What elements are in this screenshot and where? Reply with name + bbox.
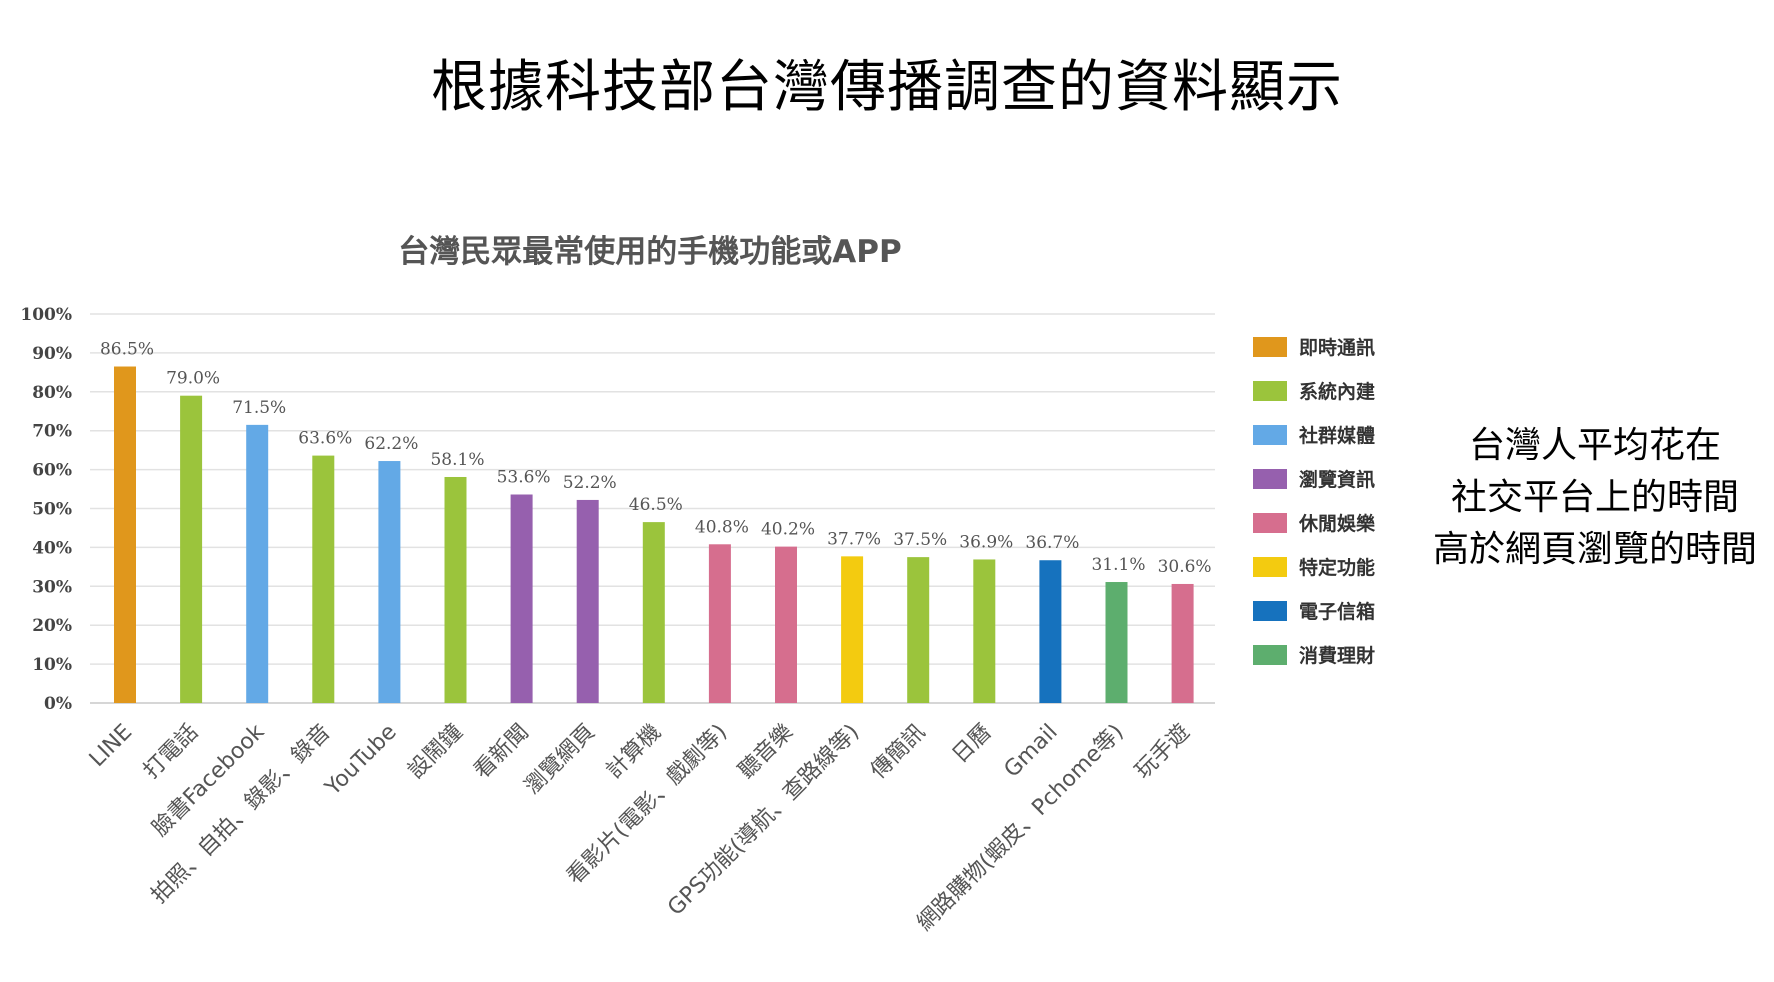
x-tick-label: 玩手遊 [1130, 720, 1194, 784]
x-tick-label: 日曆 [948, 720, 997, 769]
data-label: 58.1% [430, 450, 484, 470]
x-tick-label: 設鬧鐘 [403, 720, 467, 784]
bar [1039, 560, 1062, 703]
legend-swatch [1253, 381, 1287, 401]
legend-label: 系統內建 [1299, 380, 1375, 403]
chart-title: 台灣民眾最常使用的手機功能或APP [398, 234, 901, 270]
y-tick-label: 20% [32, 616, 72, 636]
data-label: 46.5% [629, 495, 683, 515]
side-note: 台灣人平均花在 社交平台上的時間 高於網頁瀏覽的時間 [1415, 420, 1774, 576]
data-label: 53.6% [497, 467, 551, 487]
legend-label: 休閒娛樂 [1298, 512, 1376, 535]
x-tick-label: 傳簡訊 [866, 720, 930, 784]
data-label: 40.8% [695, 517, 749, 537]
x-tick-label: 聽音樂 [734, 720, 798, 784]
x-tick-label: YouTube [320, 720, 402, 802]
legend-swatch [1253, 601, 1287, 621]
y-tick-label: 10% [32, 655, 72, 675]
data-label: 40.2% [761, 520, 815, 540]
y-tick-label: 0% [44, 694, 72, 714]
legend-label: 特定功能 [1299, 556, 1375, 579]
y-tick-label: 60% [32, 461, 72, 481]
data-label: 37.5% [893, 530, 947, 550]
slide-title: 根據科技部台灣傳播調查的資料顯示 [431, 55, 1343, 120]
x-tick-label: 臉書Facebook [148, 719, 270, 841]
data-label: 63.6% [298, 429, 352, 449]
legend-swatch [1253, 337, 1287, 357]
bar [708, 544, 731, 703]
bar [907, 557, 930, 703]
y-tick-label: 40% [32, 538, 72, 558]
x-tick-label: 看新聞 [469, 720, 533, 784]
side-note-line-3: 高於網頁瀏覽的時間 [1432, 529, 1757, 570]
legend-swatch [1253, 645, 1287, 665]
legend-swatch [1253, 469, 1287, 489]
side-note-line-2: 社交平台上的時間 [1450, 477, 1739, 518]
data-label: 62.2% [364, 434, 418, 454]
data-label: 36.9% [959, 532, 1013, 552]
legend-swatch [1253, 425, 1287, 445]
bar [642, 522, 665, 703]
bar [775, 546, 797, 703]
data-label: 71.5% [232, 398, 286, 418]
legend-label: 社群媒體 [1298, 424, 1375, 447]
legend-label: 電子信箱 [1299, 600, 1375, 623]
x-tick-label: 打電話 [139, 720, 203, 784]
bar [1105, 582, 1128, 703]
data-label: 52.2% [563, 473, 617, 493]
y-tick-label: 50% [32, 500, 72, 520]
bar [576, 499, 599, 703]
x-tick-label: LINE [85, 720, 137, 772]
y-tick-label: 90% [32, 344, 72, 364]
data-label: 37.7% [827, 529, 881, 549]
legend-label: 消費理財 [1299, 644, 1375, 667]
bar [973, 559, 996, 703]
data-label: 31.1% [1091, 555, 1145, 575]
y-tick-label: 70% [32, 422, 72, 442]
data-label: 36.7% [1025, 533, 1079, 553]
bar [246, 424, 269, 703]
bar [378, 461, 401, 703]
bar [444, 476, 467, 703]
x-tick-label: Gmail [1000, 720, 1063, 783]
legend-label: 瀏覽資訊 [1299, 468, 1375, 491]
bar [114, 366, 136, 703]
data-label: 30.6% [1158, 557, 1212, 577]
data-label: 79.0% [166, 369, 220, 389]
bar [1171, 583, 1194, 703]
bar [180, 395, 203, 703]
x-tick-label: 計算機 [602, 720, 666, 784]
legend-label: 即時通訊 [1299, 336, 1375, 359]
data-label: 86.5% [100, 340, 154, 360]
bar [510, 494, 533, 703]
legend-swatch [1253, 557, 1287, 577]
y-tick-label: 100% [20, 305, 72, 325]
y-tick-label: 80% [32, 383, 72, 403]
bar [312, 455, 335, 703]
y-tick-label: 30% [32, 577, 72, 597]
bar [841, 556, 864, 703]
legend-swatch [1253, 513, 1287, 533]
x-tick-label: 瀏覽網頁 [520, 720, 600, 800]
side-note-line-1: 台灣人平均花在 [1468, 425, 1721, 466]
